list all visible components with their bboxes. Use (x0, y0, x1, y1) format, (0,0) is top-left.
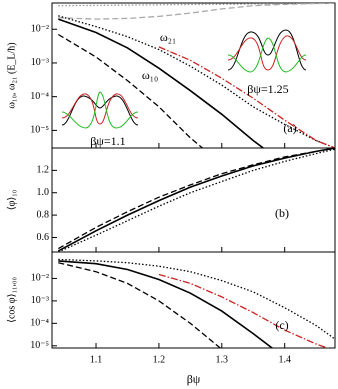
x-tick-label: 1.1 (90, 354, 103, 365)
annotation: (c) (275, 318, 288, 332)
series-group (57, 3, 335, 148)
series-line (58, 262, 222, 348)
annotation: ω₁₀ (142, 68, 158, 82)
y-tick-label: 10⁻⁴ (30, 318, 49, 329)
y-tick-label: 0.6 (37, 232, 50, 243)
y-tick-label: 10⁻² (31, 273, 49, 284)
annotation: βψ=1.25 (247, 82, 288, 96)
series-line (158, 273, 330, 348)
x-tick-label: 1.4 (278, 354, 291, 365)
series-line (58, 258, 335, 340)
series-line (57, 148, 335, 252)
x-tick-label: 1.3 (216, 354, 229, 365)
y-tick-label: 10⁻² (31, 24, 49, 35)
y-tick-label: 1.2 (37, 165, 50, 176)
inset-wavefunction-right (227, 29, 307, 73)
x-axis-label: βψ (187, 372, 201, 386)
series-line (58, 15, 335, 148)
y-axis-label: ⟨cos φ⟩₁₁,₀₀ (6, 277, 17, 323)
y-tick-label: 10⁻⁵ (30, 340, 49, 351)
y-tick-label: 10⁻⁴ (30, 91, 49, 102)
series-group (58, 258, 335, 348)
y-tick-label: 0.8 (37, 209, 50, 220)
series-line (58, 18, 265, 148)
series-line (158, 46, 335, 148)
series-line (58, 3, 335, 7)
inset-wavefunction-left (61, 91, 139, 129)
annotation: (a) (283, 121, 296, 135)
series-line (58, 148, 335, 252)
y-tick-label: 10⁻⁵ (30, 125, 49, 136)
annotation: ω₂₁ (160, 30, 176, 44)
series-line (58, 260, 274, 348)
annotation: βψ=1.1 (90, 134, 125, 148)
series-line (57, 148, 335, 250)
annotation: (b) (275, 206, 289, 220)
y-tick-label: 10⁻³ (31, 57, 49, 68)
x-tick-label: 1.2 (153, 354, 166, 365)
y-tick-label: 1.0 (37, 187, 50, 198)
series-group (57, 148, 335, 252)
plot-frame (51, 251, 336, 349)
series-line (58, 3, 335, 20)
y-axis-label: ⟨φ⟩₁₀ (6, 189, 17, 210)
y-axis-label: ω₁₀, ω₂₁ (E_L/ħ) (6, 42, 17, 108)
series-line (57, 33, 204, 148)
y-tick-label: 10⁻³ (31, 295, 49, 306)
